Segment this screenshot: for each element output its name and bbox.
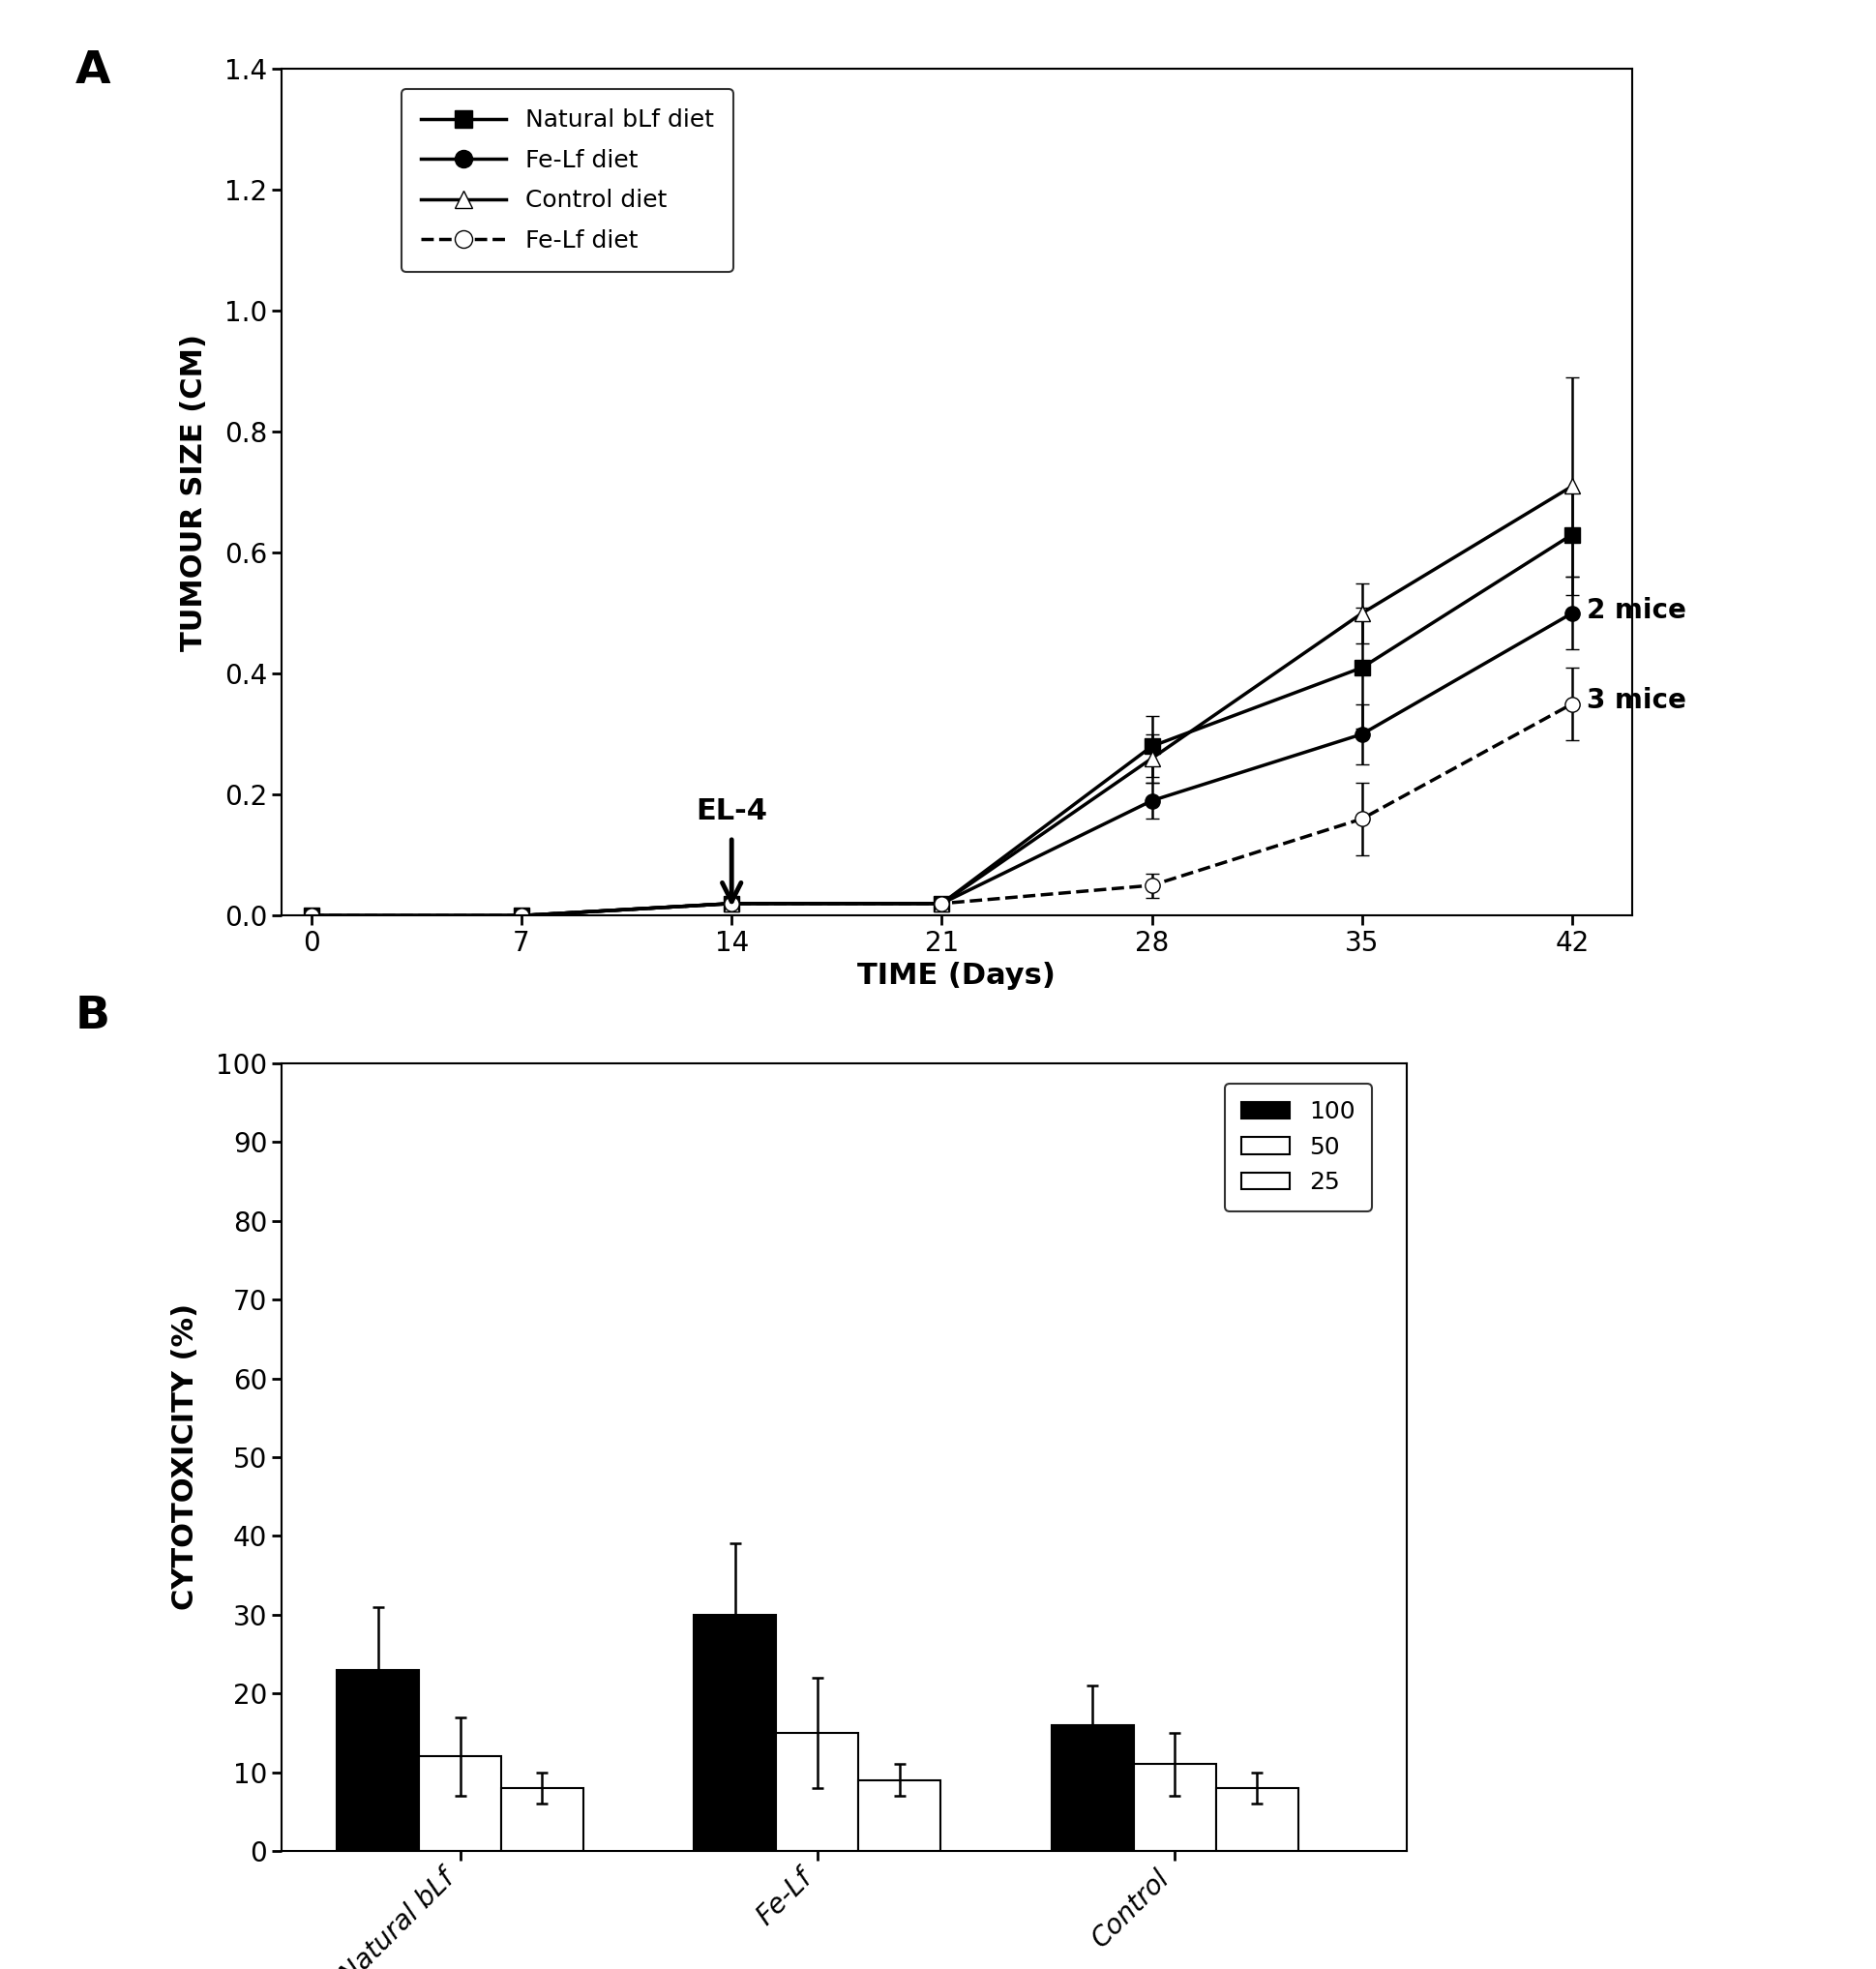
Y-axis label: CYTOTOXICITY (%): CYTOTOXICITY (%) xyxy=(173,1303,199,1611)
Bar xyxy=(1133,1764,1216,1851)
Text: A: A xyxy=(75,49,111,93)
Bar xyxy=(1051,1725,1133,1851)
Y-axis label: TUMOUR SIZE (CM): TUMOUR SIZE (CM) xyxy=(180,333,208,652)
Bar xyxy=(1216,1788,1298,1851)
Text: 3 mice: 3 mice xyxy=(1587,687,1687,715)
X-axis label: TIME (Days): TIME (Days) xyxy=(857,963,1056,990)
Bar xyxy=(859,1780,940,1851)
Legend: 100, 50, 25: 100, 50, 25 xyxy=(1225,1083,1373,1211)
Text: EL-4: EL-4 xyxy=(696,797,767,825)
Bar xyxy=(694,1615,777,1851)
Text: B: B xyxy=(75,994,111,1038)
Text: 2 mice: 2 mice xyxy=(1587,597,1687,624)
Bar xyxy=(338,1670,418,1851)
Legend: Natural bLf diet, Fe-Lf diet, Control diet, Fe-Lf diet: Natural bLf diet, Fe-Lf diet, Control di… xyxy=(401,89,734,272)
Bar xyxy=(418,1756,501,1851)
Bar xyxy=(777,1733,859,1851)
Bar xyxy=(501,1788,583,1851)
